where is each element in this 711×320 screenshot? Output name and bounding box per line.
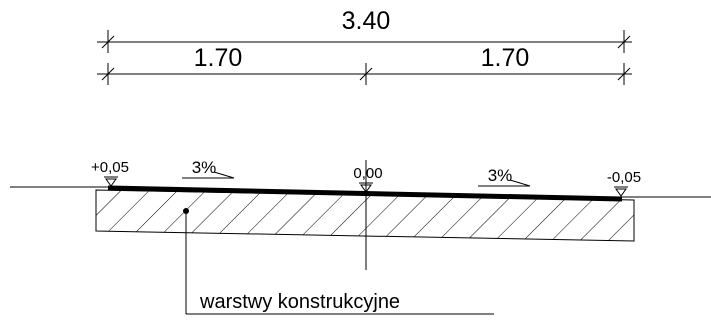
slope-arrow-icon (509, 179, 531, 187)
slope-right-label: 3% (488, 166, 513, 185)
dimension-tick (101, 35, 115, 49)
dimension-left-label: 1.70 (194, 44, 243, 72)
dimension-tick (101, 67, 115, 81)
slope-indicator-right: 3% (478, 166, 531, 187)
level-left-label: +0,05 (91, 159, 129, 176)
level-center-label: 0,00 (353, 165, 382, 182)
dimension-halves: 1.70 1.70 (97, 44, 632, 85)
dimension-tick (359, 67, 373, 81)
callout-label: warstwy konstrukcyjne (199, 291, 400, 313)
level-right-label: -0,05 (607, 169, 641, 186)
dimension-tick (617, 35, 631, 49)
slope-left-label: 3% (192, 158, 217, 177)
level-marker-center: 0,00 (353, 165, 383, 193)
dimension-tick (617, 67, 631, 81)
dimension-right-label: 1.70 (481, 44, 530, 72)
slope-arrow-icon (213, 171, 235, 179)
dimension-total-label: 3.40 (342, 7, 391, 35)
level-triangle-icon (615, 188, 627, 197)
level-marker-right: -0,05 (607, 169, 641, 197)
level-triangle-icon (360, 184, 372, 193)
dimension-total: 3.40 (97, 7, 632, 53)
level-triangle-icon (105, 178, 117, 187)
callout-structural-layers: warstwy konstrukcyjne (183, 208, 494, 315)
road-surface (107, 185, 623, 202)
slope-indicator-left: 3% (182, 158, 235, 179)
level-marker-left: +0,05 (91, 159, 129, 187)
